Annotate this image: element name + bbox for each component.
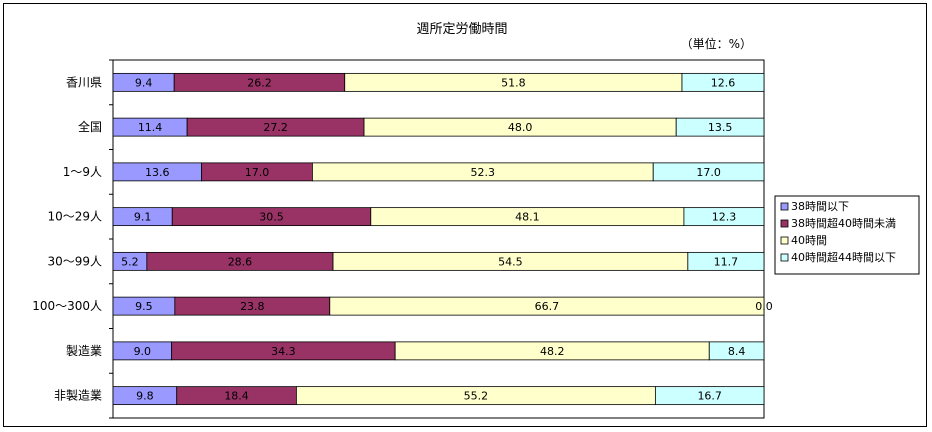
legend-swatch: [780, 253, 789, 262]
data-label: 23.8: [240, 300, 265, 313]
data-label: 8.4: [728, 345, 746, 358]
bar-segment: [683, 207, 765, 227]
data-label: 27.2: [263, 121, 288, 134]
unit-note: （単位：%）: [681, 36, 752, 51]
plot-area: [112, 59, 765, 419]
data-label: 16.7: [697, 390, 722, 403]
data-label: 55.2: [464, 390, 489, 403]
legend-label: 38時間超40時間未満: [791, 216, 896, 230]
legend-label: 38時間以下: [791, 200, 849, 213]
legend-swatch: [780, 219, 789, 228]
bar-segment: [652, 162, 765, 182]
data-label: 28.6: [228, 255, 253, 268]
data-label: 34.3: [271, 345, 296, 358]
data-label: 9.4: [135, 76, 153, 89]
data-label: 18.4: [224, 390, 249, 403]
category-label: 1～9人: [63, 165, 102, 179]
data-label: 30.5: [259, 211, 284, 224]
bar-segment: [681, 72, 765, 92]
chart-title: 週所定労働時間: [416, 22, 507, 37]
category-label: 30～99人: [47, 254, 102, 268]
data-label: 12.3: [712, 211, 737, 224]
bar-segment: [675, 117, 765, 137]
bar-segment: [708, 341, 765, 361]
legend-label: 40時間: [791, 234, 827, 247]
data-label: 48.1: [515, 211, 540, 224]
data-label: 0.0: [755, 300, 773, 313]
legend: 38時間以下 38時間超40時間未満 40時間 40時間超44時間以下: [774, 195, 920, 275]
bar-segment: [654, 386, 765, 406]
data-label: 12.6: [711, 76, 736, 89]
legend-swatch: [780, 236, 789, 245]
data-label: 26.2: [247, 76, 272, 89]
data-label: 52.3: [471, 166, 496, 179]
data-label: 13.6: [145, 166, 170, 179]
category-label: 香川県: [66, 75, 102, 89]
legend-box: [774, 195, 920, 275]
data-label: 5.2: [121, 255, 139, 268]
category-label: 全国: [78, 119, 102, 134]
category-label: 10～29人: [47, 210, 102, 224]
data-label: 66.7: [535, 300, 560, 313]
category-label: 製造業: [66, 344, 102, 358]
category-label: 非製造業: [54, 389, 102, 403]
data-label: 11.7: [714, 255, 739, 268]
legend-label: 40時間超44時間以下: [791, 250, 896, 264]
bar-segment: [329, 296, 765, 316]
data-label: 13.5: [708, 121, 733, 134]
data-label: 48.0: [508, 121, 533, 134]
legend-swatch: [780, 202, 789, 211]
data-label: 9.8: [136, 390, 154, 403]
data-label: 9.1: [134, 211, 152, 224]
data-label: 17.0: [245, 166, 270, 179]
data-label: 48.2: [540, 345, 565, 358]
data-label: 11.4: [138, 121, 163, 134]
bar-segment: [687, 251, 765, 271]
data-label: 9.5: [135, 300, 153, 313]
data-label: 51.8: [501, 76, 526, 89]
bars-group: 9.4 26.2 51.8 12.6 11.4 27.2 48.0 13.5 13.6 17.0 5…: [112, 72, 773, 406]
data-label: 54.5: [498, 255, 523, 268]
data-label: 9.0: [134, 345, 152, 358]
data-label: 17.0: [696, 166, 721, 179]
category-label: 100～300人: [32, 299, 102, 313]
